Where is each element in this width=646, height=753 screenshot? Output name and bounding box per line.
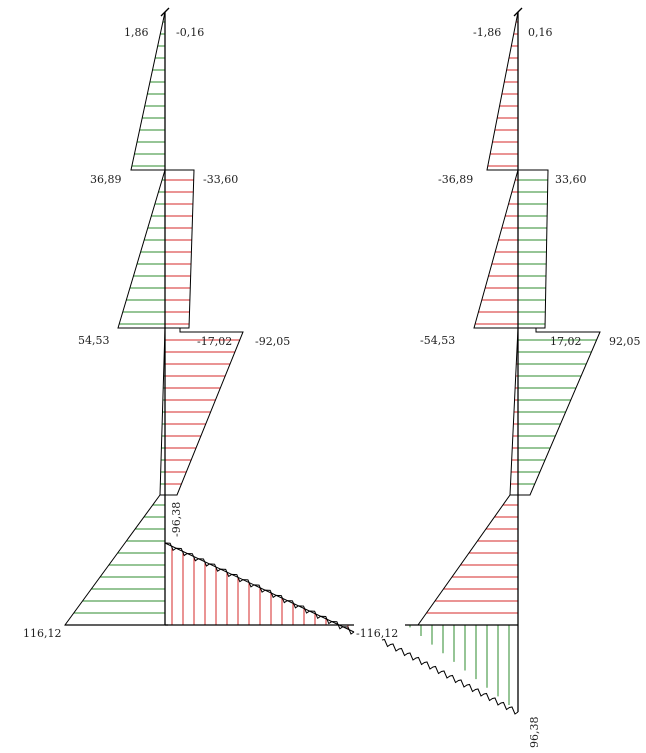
left-label-top-right: -0,16 [176,26,204,39]
right-hatching [409,21,597,705]
left-label-mid-right: -33,60 [203,173,238,186]
right-segment-2-left-area [473,169,519,329]
right-label-mid-left: -36,89 [438,173,473,186]
right-label-top-left: -1,86 [473,26,501,39]
right-bottom-area-outline [407,624,519,712]
right-segment-4-left-area [417,494,519,626]
right-label-low-right: 92,05 [609,335,641,348]
right-label-top-right: 0,16 [528,26,553,39]
left-zigzag-edge [164,542,355,635]
left-label-base-left: 116,12 [23,627,62,640]
right-label-mid-right: 33,60 [555,173,587,186]
right-label-bend-vertical: 96,38 [528,717,541,749]
left-label-low-left: 54,53 [78,334,110,347]
left-label-mid-left: 36,89 [90,173,122,186]
right-segment-2-right-area [517,169,549,329]
left-segment-2-left-area [117,169,166,329]
left-label-base-right: -116,12 [356,627,398,640]
left-label-top-left: 1,86 [124,26,149,39]
left-hatching [73,21,349,630]
right-zigzag-edge [381,638,519,715]
left-diagram [64,7,355,635]
left-tick-top [160,7,170,17]
right-diagram [381,7,601,715]
left-label-low-inner: -17,02 [197,335,232,348]
left-label-bend-vertical: -96,38 [170,502,183,537]
left-segment-2-right-area [164,169,195,329]
left-horizontal-outline [164,542,355,633]
right-label-low-left: -54,53 [420,334,455,347]
left-label-low-right: -92,05 [255,335,290,348]
left-segment-4-left-area [64,494,166,626]
right-label-low-inner: 17,02 [550,335,582,348]
right-tick-top [513,7,523,17]
